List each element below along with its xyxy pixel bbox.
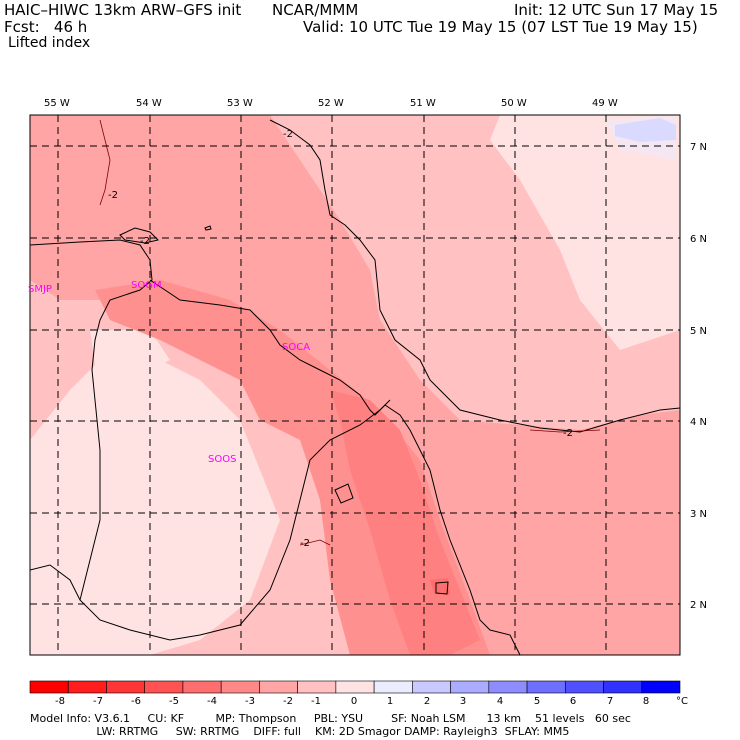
colorbar-label: -4 — [207, 696, 217, 707]
colorbar-swatch — [564, 680, 604, 694]
colorbar-swatch — [641, 680, 681, 694]
lifted-index-shading — [30, 115, 680, 655]
colorbar-label: 2 — [424, 696, 430, 707]
colorbar-label: -3 — [245, 696, 255, 707]
colorbar-swatch — [488, 680, 528, 694]
contour-label: -2 — [140, 236, 150, 247]
colorbar-swatch — [29, 680, 69, 694]
colorbar-label: 5 — [534, 696, 540, 707]
colorbar — [29, 680, 681, 694]
station-soos: SOOS — [208, 454, 236, 465]
contour-label: -2 — [283, 129, 293, 140]
model-info-line2: LW: RRTMG SW: RRTMG DIFF: full KM: 2D Sm… — [30, 725, 570, 738]
lon-label: 51 W — [410, 98, 436, 109]
lon-label: 53 W — [227, 98, 253, 109]
colorbar-swatch — [259, 680, 298, 694]
model-info-line1: Model Info: V3.6.1 CU: KF MP: Thompson P… — [30, 712, 631, 725]
field-name: Lifted index — [8, 35, 91, 51]
colorbar-swatch — [67, 680, 107, 694]
colorbar-label: 0 — [351, 696, 357, 707]
lat-label: 7 N — [690, 142, 707, 153]
lat-label: 4 N — [690, 417, 707, 428]
colorbar-label: 1 — [387, 696, 393, 707]
colorbar-swatch — [373, 680, 413, 694]
map-frame — [29, 114, 681, 656]
colorbar-swatch — [144, 680, 184, 694]
station-labels: SMJP SOGM SOCA SOOS — [28, 280, 310, 465]
colorbar-swatch — [335, 680, 375, 694]
station-smjp: SMJP — [28, 284, 52, 295]
colorbar-swatch — [106, 680, 146, 694]
valid-time: Valid: 10 UTC Tue 19 May 15 (07 LST Tue … — [303, 18, 698, 36]
station-soca: SOCA — [282, 342, 310, 353]
colorbar-labels: -8 -7 -6 -5 -4 -3 -2 -1 0 1 2 3 4 5 6 7 … — [55, 696, 688, 707]
colorbar-label: -8 — [55, 696, 65, 707]
org-label: NCAR/MMM — [272, 1, 359, 19]
colorbar-label: -5 — [169, 696, 179, 707]
colorbar-swatch — [220, 680, 260, 694]
lat-label: 2 N — [690, 600, 707, 611]
contour-label: -2 — [563, 428, 573, 439]
colorbar-label: -6 — [131, 696, 141, 707]
station-sogm: SOGM — [131, 280, 162, 291]
longitude-labels: 55 W 54 W 53 W 52 W 51 W 50 W 49 W — [44, 98, 618, 109]
lon-label: 49 W — [592, 98, 618, 109]
contour-value-labels: -2 -2 -2 -2 -2 — [108, 129, 573, 549]
init-time: Init: 12 UTC Sun 17 May 15 — [514, 1, 719, 19]
colorbar-label: -7 — [93, 696, 103, 707]
contour-lines — [99, 119, 601, 546]
latitude-labels: 7 N 6 N 5 N 4 N 3 N 2 N — [690, 142, 707, 611]
colorbar-swatch — [412, 680, 451, 694]
colorbar-swatch — [297, 680, 337, 694]
model-title: HAIC–HIWC 13km ARW–GFS init — [4, 1, 242, 19]
lon-label: 50 W — [501, 98, 527, 109]
contour-label: -2 — [300, 538, 310, 549]
colorbar-swatch — [603, 680, 643, 694]
colorbar-swatch — [526, 680, 566, 694]
forecast-hour: Fcst: 46 h — [4, 18, 88, 36]
lat-lon-grid — [30, 115, 680, 655]
lon-label: 55 W — [44, 98, 70, 109]
colorbar-label: 6 — [570, 696, 576, 707]
colorbar-unit: °C — [676, 696, 688, 707]
lon-label: 52 W — [318, 98, 344, 109]
colorbar-swatch — [450, 680, 490, 694]
colorbar-swatch — [182, 680, 222, 694]
colorbar-label: -2 — [283, 696, 293, 707]
colorbar-label: 7 — [607, 696, 613, 707]
colorbar-label: 8 — [643, 696, 649, 707]
colorbar-label: 4 — [497, 696, 503, 707]
colorbar-label: 3 — [460, 696, 466, 707]
contour-label: -2 — [108, 190, 118, 201]
lon-label: 54 W — [136, 98, 162, 109]
lat-label: 3 N — [690, 509, 707, 520]
colorbar-label: -1 — [311, 696, 321, 707]
lat-label: 5 N — [690, 326, 707, 337]
lat-label: 6 N — [690, 234, 707, 245]
coastline-and-borders — [30, 119, 680, 655]
